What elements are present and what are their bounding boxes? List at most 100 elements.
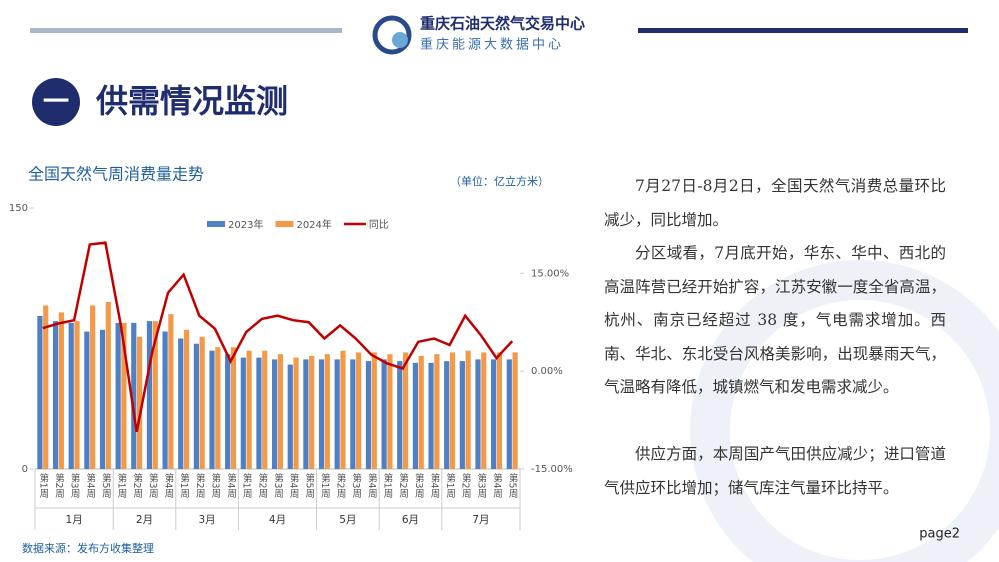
bar <box>340 350 346 469</box>
bar <box>43 305 49 469</box>
bar <box>131 322 137 469</box>
bar <box>371 352 377 469</box>
x-tick-label: 第2周 <box>194 472 206 499</box>
x-tick-label: 第3周 <box>413 472 425 499</box>
group-label: 4月 <box>269 514 286 526</box>
bar <box>365 361 372 469</box>
bar <box>52 321 59 469</box>
bar <box>183 329 190 469</box>
x-tick-label: 第2周 <box>335 472 347 499</box>
bar <box>428 362 434 469</box>
bar <box>350 359 356 469</box>
group-label: 7月 <box>472 514 489 526</box>
section-badge <box>32 78 80 126</box>
bar <box>84 331 90 469</box>
y2-tick-label: 0.00% <box>531 366 563 377</box>
x-tick-label: 第4周 <box>162 472 174 499</box>
x-tick-label: 第1周 <box>382 472 394 499</box>
bar <box>215 347 221 469</box>
section-number: 一 <box>43 88 69 118</box>
bar <box>334 359 340 469</box>
x-tick-label: 第4周 <box>491 472 503 499</box>
bar <box>496 352 503 469</box>
bar <box>293 357 299 469</box>
legend-label: 同比 <box>369 219 389 231</box>
bar <box>506 359 512 469</box>
x-tick-label: 第1周 <box>178 472 190 499</box>
legend-swatch <box>207 221 225 227</box>
bar <box>246 350 252 469</box>
group-label: 5月 <box>339 514 356 526</box>
bar <box>475 359 481 469</box>
source: 数据来源：发布方收集整理 <box>22 541 154 555</box>
paragraph: 分区域看，7月底开始，华东、华中、西北的高温阵营已经开始扩容，江苏安徽一度全省高… <box>604 244 946 396</box>
bar <box>99 329 106 469</box>
x-tick-label: 第4周 <box>84 472 96 499</box>
x-tick-label: 第2周 <box>460 472 472 499</box>
x-tick-label: 第1周 <box>241 472 253 499</box>
bar <box>178 338 184 469</box>
x-tick-label: 第2周 <box>131 472 143 499</box>
x-tick-label: 第3周 <box>209 472 221 499</box>
x-tick-label: 第3周 <box>350 472 362 499</box>
paragraph: 7月27日-8月2日，全国天然气消费总量环比减少，同比增加。 <box>604 177 946 229</box>
header-bar-left <box>30 28 342 33</box>
x-tick-label: 第3周 <box>272 472 284 499</box>
bar <box>303 359 309 469</box>
bar <box>459 361 465 469</box>
x-tick-label: 第4周 <box>225 472 237 499</box>
bar <box>491 359 497 469</box>
x-tick-label: 第5周 <box>100 472 112 499</box>
bar <box>105 301 111 469</box>
group-label: 2月 <box>136 514 153 526</box>
bar <box>115 322 121 469</box>
bar <box>387 354 393 469</box>
y2-tick-label: -15.00% <box>531 464 573 475</box>
group-label: 1月 <box>66 514 83 526</box>
x-tick-label: 第1周 <box>319 472 331 499</box>
bar <box>434 354 440 469</box>
bar <box>287 364 293 469</box>
bar <box>356 352 362 469</box>
bar <box>481 352 487 469</box>
logo-dot <box>392 32 408 48</box>
bar <box>309 355 315 469</box>
bar <box>444 361 450 469</box>
y-tick-label: 150 <box>9 203 28 214</box>
x-tick-label: 第5周 <box>303 472 315 499</box>
bar <box>193 343 199 469</box>
bar <box>449 352 456 469</box>
legend-label: 2024年 <box>296 218 331 231</box>
bar <box>262 350 268 469</box>
paragraph: 供应方面，本周国产气田供应减少；进口管道气供应环比增加；储气库注气量环比持平。 <box>604 445 946 497</box>
section-title: 供需情况监测 <box>96 82 288 120</box>
bar <box>90 305 96 469</box>
org-sub: 重庆能源大数据中心 <box>420 37 564 53</box>
bar <box>324 354 330 469</box>
bar <box>58 312 64 469</box>
bar <box>74 321 80 469</box>
bar <box>121 322 127 469</box>
bar <box>225 354 231 469</box>
bar <box>465 350 471 469</box>
y2-tick-label: 15.00% <box>531 268 569 279</box>
bar <box>168 314 174 469</box>
bar <box>402 352 409 469</box>
x-tick-label: 第2周 <box>397 472 409 499</box>
bar <box>162 331 168 469</box>
x-tick-label: 第3周 <box>475 472 487 499</box>
legend-swatch <box>275 221 294 227</box>
x-tick-label: 第3周 <box>147 472 159 499</box>
bar <box>256 357 262 469</box>
x-tick-label: 第3周 <box>69 472 81 499</box>
bar <box>412 362 419 469</box>
bar <box>318 359 325 469</box>
page-number: page2 <box>919 527 960 542</box>
bar <box>240 357 246 469</box>
x-tick-label: 第2周 <box>256 472 268 499</box>
x-tick-label: 第1周 <box>37 472 49 499</box>
bar <box>209 350 215 469</box>
x-tick-label: 第5周 <box>507 472 519 499</box>
x-tick-label: 第2周 <box>53 472 65 499</box>
